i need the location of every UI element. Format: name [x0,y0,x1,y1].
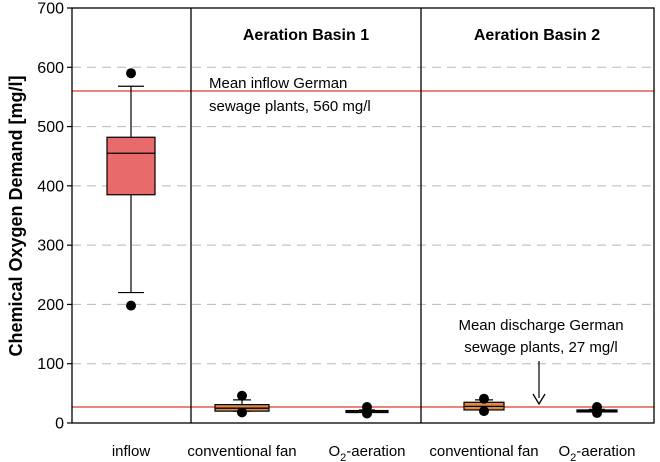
grid-lines [72,66,654,365]
x-category-label-1: conventional fan [187,443,296,460]
y-tick-label-300: 300 [37,238,64,255]
annotation-inflow-line-1: Mean inflow German [209,75,347,92]
outlier-point-0 [126,68,136,79]
plot-frame [71,7,655,424]
annotation-discharge-line-2: sewage plants, 27 mg/l [464,339,617,356]
box-1 [214,390,270,418]
y-axis-ticks: 0 100 200 300 400 500 600 700 [37,1,72,433]
y-tick-label-0: 0 [55,416,64,433]
y-tick-label-700: 700 [37,1,64,18]
outlier-point-1 [479,406,489,417]
x-category-label-0: inflow [112,443,151,460]
y-tick-label-200: 200 [37,297,64,314]
annotation-inflow-line-2: sewage plants, 560 mg/l [209,98,371,115]
box-3 [463,393,505,417]
box-plots [106,68,618,419]
panel-title-aeration-basin-2: Aeration Basin 2 [474,27,600,44]
x-category-label-3: conventional fan [429,443,538,460]
discharge-arrow-head [532,393,546,406]
box-0 [106,68,156,311]
x-axis-labels: inflow conventional fan O2-aeration convent… [112,443,636,462]
panel-title-aeration-basin-1: Aeration Basin 1 [243,27,369,44]
box-2 [345,401,389,419]
outlier-point-1 [592,407,602,418]
y-tick-label-100: 100 [37,356,64,373]
y-tick-label-400: 400 [37,178,64,195]
y-tick-label-600: 600 [37,60,64,77]
y-tick-label-500: 500 [37,119,64,136]
outlier-point-1 [126,300,136,311]
outlier-point-0 [237,390,247,401]
outlier-point-1 [237,407,247,418]
x-category-label-2: O2-aeration [329,443,406,462]
annotation-discharge-line-1: Mean discharge German [458,317,623,334]
y-axis-label: Chemical Oxygen Demand [mg/l] [6,75,26,356]
box-4 [576,401,618,418]
x-category-label-4: O2-aeration [559,443,636,462]
outlier-point-0 [479,393,489,404]
reference-lines [72,90,654,408]
outlier-point-1 [362,408,372,419]
box-iqr [106,136,156,196]
